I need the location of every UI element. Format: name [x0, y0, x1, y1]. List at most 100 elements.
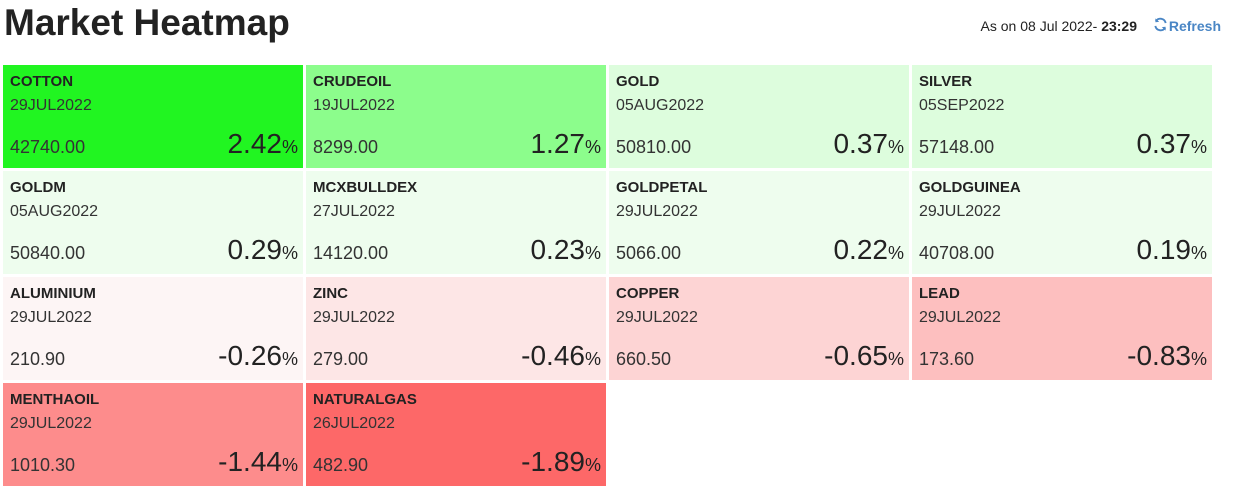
change-number: 0.37 — [833, 128, 888, 159]
heatmap-tile-lead[interactable]: LEAD 29JUL2022 173.60 -0.83% — [912, 277, 1212, 380]
refresh-icon — [1153, 17, 1169, 35]
contract-name: GOLDPETAL — [616, 179, 708, 196]
percent-sign: % — [584, 455, 601, 475]
heatmap-tile-mcxbulldex[interactable]: MCXBULLDEX 27JUL2022 14120.00 0.23% — [306, 171, 606, 274]
percent-sign: % — [281, 137, 298, 157]
heatmap-tile-silver[interactable]: SILVER 05SEP2022 57148.00 0.37% — [912, 65, 1212, 168]
change-number: -1.44 — [218, 446, 282, 477]
percent-sign: % — [584, 243, 601, 263]
percent-sign: % — [281, 349, 298, 369]
heatmap-tile-zinc[interactable]: ZINC 29JUL2022 279.00 -0.46% — [306, 277, 606, 380]
contract-expiry: 29JUL2022 — [313, 309, 395, 326]
percent-sign: % — [584, 137, 601, 157]
change-value: 0.19% — [1136, 234, 1207, 266]
heatmap-tile-goldm[interactable]: GOLDM 05AUG2022 50840.00 0.29% — [3, 171, 303, 274]
contract-expiry: 19JUL2022 — [313, 97, 395, 114]
contract-expiry: 05SEP2022 — [919, 97, 1005, 114]
change-number: -0.65 — [824, 340, 888, 371]
contract-expiry: 29JUL2022 — [10, 415, 92, 432]
contract-name: COTTON — [10, 73, 74, 90]
change-value: 0.29% — [227, 234, 298, 266]
contract-price: 50840.00 — [10, 243, 86, 263]
contract-price: 40708.00 — [919, 243, 995, 263]
contract-price: 279.00 — [313, 349, 369, 369]
heatmap-tile-goldpetal[interactable]: GOLDPETAL 29JUL2022 5066.00 0.22% — [609, 171, 909, 274]
contract-price: 42740.00 — [10, 137, 86, 157]
change-number: 2.42 — [227, 128, 282, 159]
contract-name: GOLDGUINEA — [919, 179, 1021, 196]
percent-sign: % — [1190, 137, 1207, 157]
contract-name: GOLDM — [10, 179, 66, 196]
contract-price: 210.90 — [10, 349, 66, 369]
change-value: 0.23% — [530, 234, 601, 266]
as-on-time: 23:29 — [1101, 18, 1137, 34]
contract-price: 660.50 — [616, 349, 672, 369]
contract-price: 173.60 — [919, 349, 975, 369]
percent-sign: % — [281, 455, 298, 475]
contract-expiry: 29JUL2022 — [616, 309, 698, 326]
percent-sign: % — [281, 243, 298, 263]
change-number: 0.23 — [530, 234, 585, 265]
change-number: 0.19 — [1136, 234, 1191, 265]
heatmap-tile-gold[interactable]: GOLD 05AUG2022 50810.00 0.37% — [609, 65, 909, 168]
contract-expiry: 29JUL2022 — [919, 203, 1001, 220]
heatmap-tile-aluminium[interactable]: ALUMINIUM 29JUL2022 210.90 -0.26% — [3, 277, 303, 380]
refresh-button[interactable]: Refresh — [1153, 17, 1221, 35]
contract-expiry: 05AUG2022 — [10, 203, 99, 220]
change-value: -0.65% — [824, 340, 904, 372]
contract-name: ALUMINIUM — [10, 285, 96, 302]
percent-sign: % — [887, 137, 904, 157]
change-value: -1.44% — [218, 446, 298, 478]
heatmap-tile-naturalgas[interactable]: NATURALGAS 26JUL2022 482.90 -1.89% — [306, 383, 606, 486]
refresh-label: Refresh — [1168, 18, 1221, 34]
heatmap-grid: COTTON 29JUL2022 42740.00 2.42% CRUDEOIL… — [3, 65, 1212, 486]
percent-sign: % — [887, 349, 904, 369]
percent-sign: % — [1190, 349, 1207, 369]
contract-expiry: 05AUG2022 — [616, 97, 705, 114]
contract-expiry: 26JUL2022 — [313, 415, 395, 432]
heatmap-tile-cotton[interactable]: COTTON 29JUL2022 42740.00 2.42% — [3, 65, 303, 168]
contract-name: MCXBULLDEX — [313, 179, 418, 196]
contract-name: GOLD — [616, 73, 660, 90]
contract-price: 57148.00 — [919, 137, 995, 157]
header: Market Heatmap As on 08 Jul 2022- 23:29 … — [0, 0, 1244, 60]
percent-sign: % — [1190, 243, 1207, 263]
percent-sign: % — [584, 349, 601, 369]
change-number: 1.27 — [530, 128, 585, 159]
change-number: -0.83 — [1127, 340, 1191, 371]
contract-expiry: 29JUL2022 — [616, 203, 698, 220]
percent-sign: % — [887, 243, 904, 263]
change-value: 0.22% — [833, 234, 904, 266]
contract-price: 50810.00 — [616, 137, 692, 157]
contract-name: ZINC — [313, 285, 348, 302]
page-title: Market Heatmap — [4, 2, 290, 43]
contract-expiry: 29JUL2022 — [10, 309, 92, 326]
change-value: 0.37% — [1136, 128, 1207, 160]
as-on-prefix: As on 08 Jul 2022- — [980, 18, 1102, 34]
contract-name: MENTHAOIL — [10, 391, 100, 408]
heatmap-tile-menthaoil[interactable]: MENTHAOIL 29JUL2022 1010.30 -1.44% — [3, 383, 303, 486]
contract-expiry: 29JUL2022 — [919, 309, 1001, 326]
contract-name: CRUDEOIL — [313, 73, 392, 90]
heatmap-tile-copper[interactable]: COPPER 29JUL2022 660.50 -0.65% — [609, 277, 909, 380]
contract-expiry: 27JUL2022 — [313, 203, 395, 220]
contract-price: 482.90 — [313, 455, 369, 475]
change-value: -0.46% — [521, 340, 601, 372]
change-value: -0.83% — [1127, 340, 1207, 372]
heatmap-tile-goldguinea[interactable]: GOLDGUINEA 29JUL2022 40708.00 0.19% — [912, 171, 1212, 274]
change-number: -1.89 — [521, 446, 585, 477]
change-value: 1.27% — [530, 128, 601, 160]
change-value: -1.89% — [521, 446, 601, 478]
change-number: 0.22 — [833, 234, 888, 265]
contract-name: NATURALGAS — [313, 391, 417, 408]
as-on-timestamp: As on 08 Jul 2022- 23:29 — [981, 18, 1137, 34]
contract-name: SILVER — [919, 73, 973, 90]
contract-price: 5066.00 — [616, 243, 682, 263]
heatmap-tile-crudeoil[interactable]: CRUDEOIL 19JUL2022 8299.00 1.27% — [306, 65, 606, 168]
change-value: 2.42% — [227, 128, 298, 160]
change-value: 0.37% — [833, 128, 904, 160]
contract-price: 1010.30 — [10, 455, 76, 475]
change-number: -0.26 — [218, 340, 282, 371]
change-number: 0.37 — [1136, 128, 1191, 159]
contract-expiry: 29JUL2022 — [10, 97, 92, 114]
